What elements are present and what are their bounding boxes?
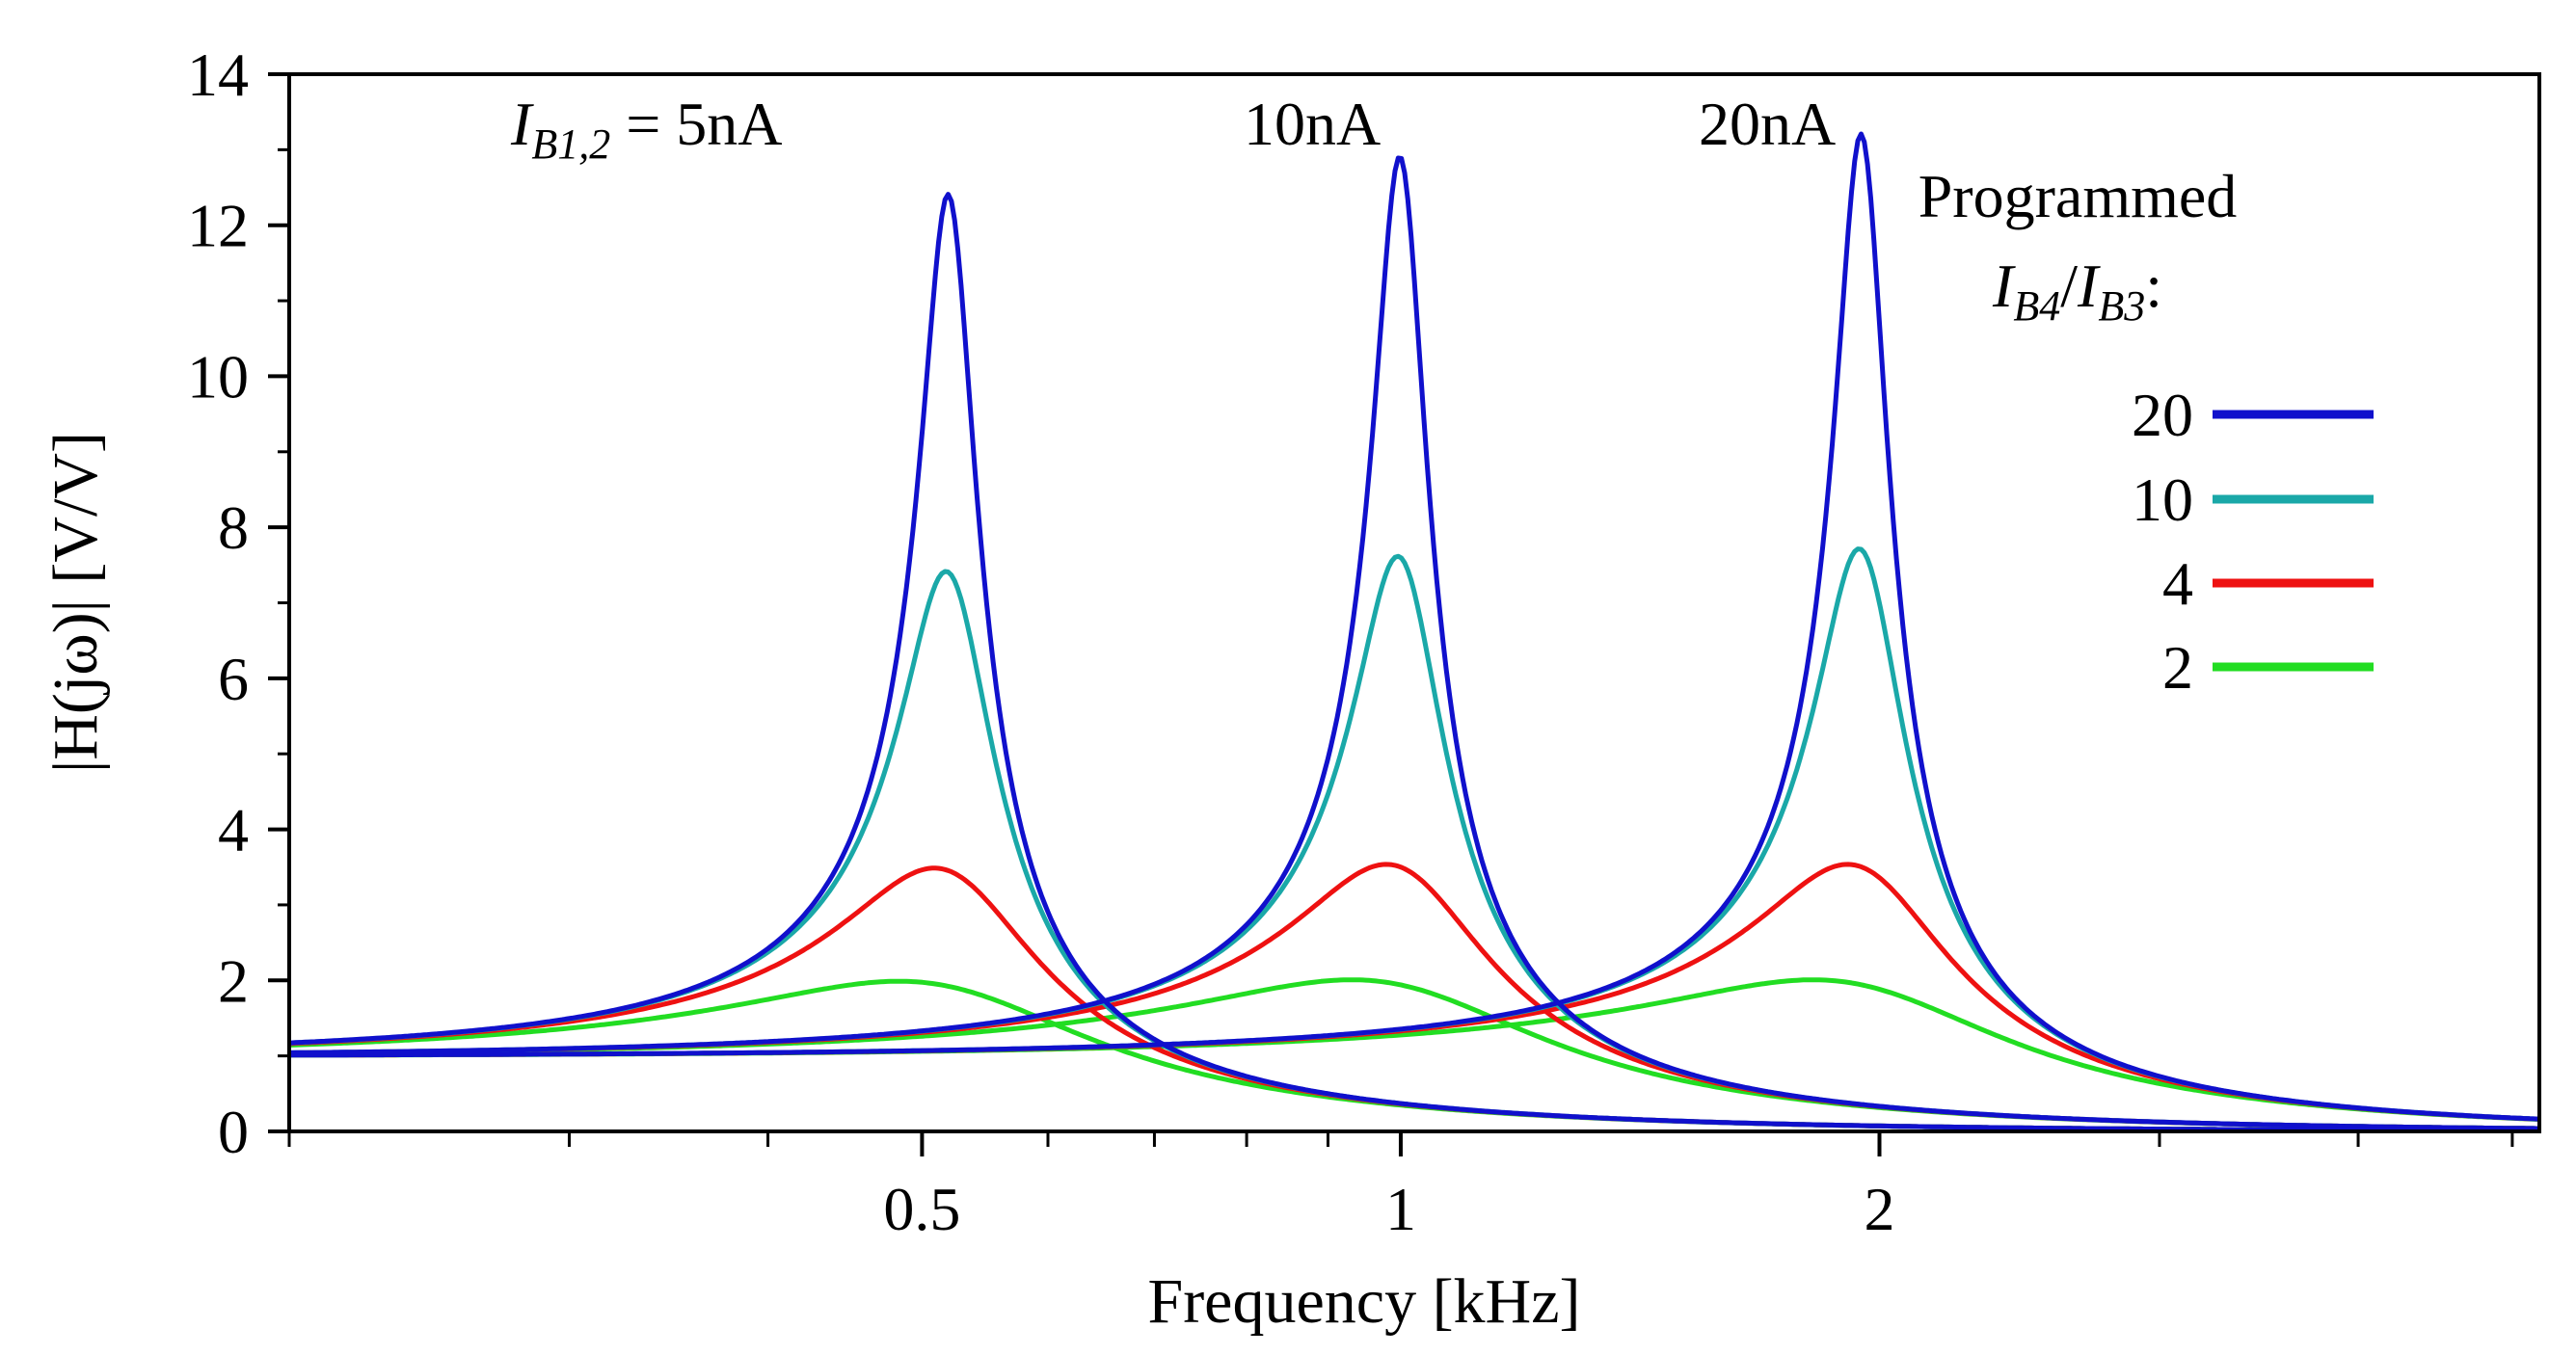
legend-title-s1: B4 (2013, 282, 2060, 330)
legend-label-20: 20 (2132, 381, 2193, 449)
legend-title-line2: IB4/IB3: (1992, 252, 2162, 330)
legend-title-line1: Programmed (1919, 162, 2238, 230)
y-axis-title: |H(jω)| [V/V] (40, 432, 111, 773)
y-tick-label: 10 (187, 342, 249, 411)
annotation-bias-value: = 5nA (610, 90, 782, 158)
annotation-bias-10na: 10nA (1244, 90, 1381, 158)
legend-title-s2: B3 (2098, 282, 2145, 330)
legend-entry-2: 2 (2162, 633, 2374, 702)
annotation-bias-20na: 20nA (1699, 90, 1836, 158)
legend-title-i2: I (2077, 252, 2101, 320)
y-tick-label: 14 (187, 40, 249, 109)
y-tick-label: 2 (218, 946, 249, 1015)
legend: Programmed IB4/IB3: 20 10 4 2 (1919, 162, 2374, 702)
legend-label-10: 10 (2132, 465, 2193, 534)
legend-label-4: 4 (2162, 549, 2193, 618)
y-tick-label: 6 (218, 645, 249, 713)
x-axis: 0.5 1 2 (287, 1131, 2514, 1243)
y-axis: 0 2 4 6 8 10 12 14 (187, 40, 289, 1166)
annotation-bias-subscript: B1,2 (531, 120, 610, 168)
legend-title-i1: I (1992, 252, 2016, 320)
annotation-bias-5na: IB1,2 = 5nA (510, 90, 783, 168)
series-curves (289, 131, 2539, 1131)
y-tick-label: 4 (218, 796, 249, 864)
x-axis-title: Frequency [kHz] (1148, 1266, 1581, 1337)
series-20-curve-10na (289, 155, 2539, 1131)
legend-entry-4: 4 (2162, 549, 2374, 618)
legend-entry-10: 10 (2132, 465, 2374, 534)
legend-entry-20: 20 (2132, 381, 2374, 449)
y-tick-label: 8 (218, 493, 249, 562)
annotation-bias-symbol: I (510, 90, 534, 158)
series-20-curve-20na (289, 131, 2539, 1122)
legend-label-2: 2 (2162, 633, 2193, 702)
legend-title-sep: / (2060, 252, 2078, 320)
x-tick-label: 0.5 (883, 1175, 960, 1243)
x-tick-label: 2 (1865, 1175, 1895, 1243)
plot-area (289, 131, 2539, 1131)
x-tick-label: 1 (1385, 1175, 1416, 1243)
y-tick-label: 12 (187, 192, 249, 260)
y-tick-label: 0 (218, 1098, 249, 1166)
series-20-curve-5na (289, 192, 2539, 1131)
legend-title-colon: : (2145, 252, 2162, 320)
